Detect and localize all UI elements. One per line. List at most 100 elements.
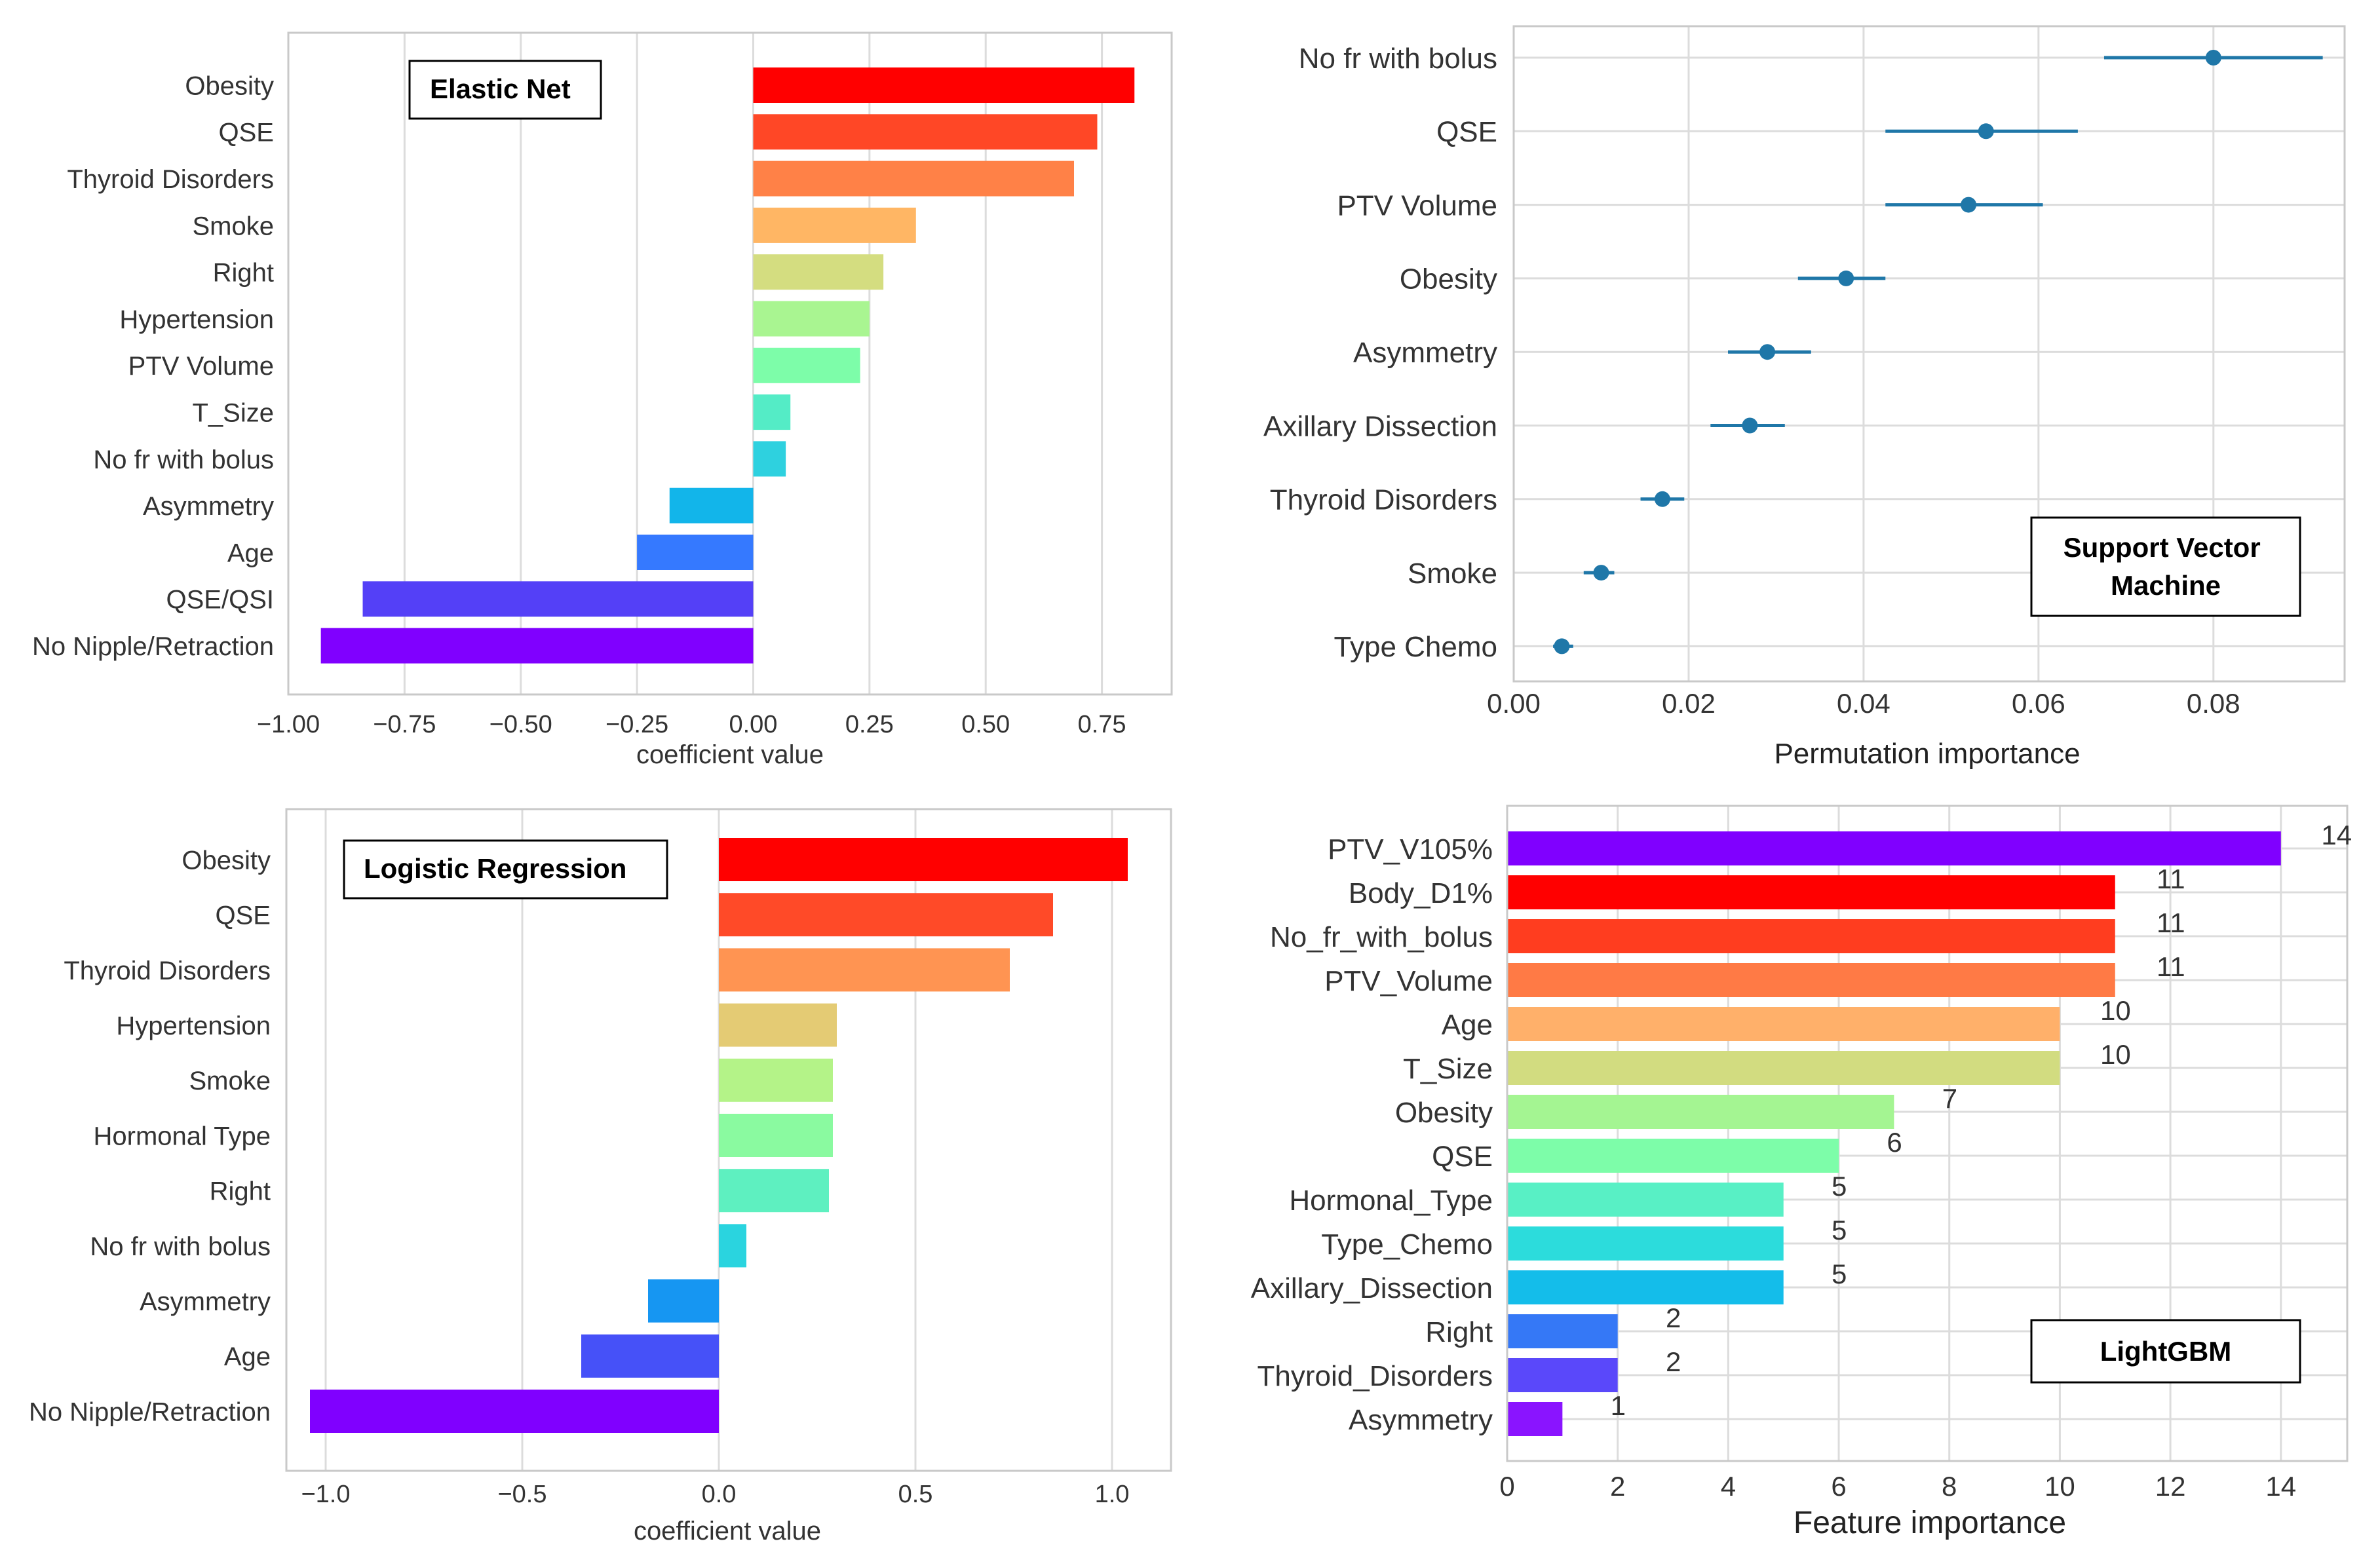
y-tick-label: No fr with bolus (90, 1232, 271, 1261)
value-label: 7 (1942, 1083, 1957, 1114)
bar (1507, 1358, 1618, 1392)
y-tick-label: QSE (219, 119, 274, 147)
bar (753, 347, 860, 383)
bar (719, 893, 1053, 937)
x-tick-label: 0.00 (729, 711, 777, 738)
y-tick-label: Thyroid Disorders (1270, 484, 1497, 516)
y-tick-labels: Obesity QSE Thyroid Disorders Smoke Right Hyp… (32, 71, 274, 661)
bar (753, 394, 791, 430)
x-tick-labels: 0 2 4 6 8 10 12 14 (1499, 1471, 2296, 1502)
point (1759, 344, 1776, 360)
y-tick-label: Obesity (185, 71, 274, 100)
x-tick-label: 12 (2155, 1471, 2186, 1502)
y-tick-label: Hypertension (116, 1012, 271, 1040)
y-tick-label: Age (1442, 1009, 1493, 1041)
bars (320, 67, 1135, 664)
y-tick-label: Right (210, 1177, 271, 1206)
points (1553, 50, 2323, 655)
x-tick-label: −1.0 (301, 1481, 350, 1508)
bar (1507, 1226, 1784, 1261)
x-tick-label: 0.0 (702, 1481, 737, 1508)
y-tick-label: No fr with bolus (93, 446, 274, 474)
y-tick-label: T_Size (1403, 1053, 1493, 1085)
bar (1507, 1270, 1784, 1304)
x-tick-labels: −1.0 −0.5 0.0 0.5 1.0 (301, 1481, 1129, 1508)
point (1554, 638, 1570, 655)
bar (1507, 875, 2115, 909)
y-tick-label: Thyroid Disorders (67, 165, 274, 194)
bar (1507, 1095, 1894, 1129)
y-tick-label: Smoke (193, 212, 275, 240)
bar (320, 628, 754, 664)
value-label: 11 (2157, 863, 2185, 894)
chart-svm: No fr with bolus QSE PTV Volume Obesity Asym… (1263, 25, 2346, 770)
legend-box (343, 839, 668, 900)
value-label: 5 (1832, 1171, 1847, 1202)
point (1838, 270, 1854, 286)
y-tick-label: Body_D1% (1349, 877, 1493, 909)
x-tick-label: 6 (1831, 1471, 1846, 1502)
bar (362, 581, 754, 617)
point (1654, 491, 1670, 507)
point (2205, 50, 2221, 66)
x-tick-label: 0.25 (845, 711, 894, 738)
plot-frame (1506, 805, 2349, 1462)
bar (581, 1334, 719, 1378)
y-tick-label: Smoke (189, 1067, 271, 1095)
bar (1507, 919, 2115, 953)
y-tick-label: Type Chemo (1334, 631, 1497, 663)
bar (753, 207, 916, 243)
x-tick-label: −0.75 (373, 711, 436, 738)
x-tick-label: −0.5 (497, 1481, 547, 1508)
x-tick-label: 1.0 (1095, 1481, 1130, 1508)
y-tick-label: PTV_Volume (1324, 965, 1493, 997)
y-tick-label: Thyroid Disorders (64, 957, 271, 985)
value-label: 11 (2157, 907, 2185, 938)
x-tick-label: 2 (1610, 1471, 1625, 1502)
y-tick-label: Axillary_Dissection (1251, 1272, 1493, 1304)
legend-box (408, 60, 602, 120)
y-tick-label: Asymmetry (1353, 337, 1497, 369)
y-tick-label: No Nipple/Retraction (32, 632, 274, 661)
x-tick-label: 8 (1942, 1471, 1957, 1502)
x-tick-label: 14 (2265, 1471, 2296, 1502)
y-tick-label: No fr with bolus (1299, 43, 1497, 75)
y-tick-label: PTV Volume (1337, 189, 1497, 221)
bar (719, 1114, 833, 1157)
plot-frame (1512, 25, 2346, 683)
x-axis-label: coefficient value (634, 1517, 821, 1546)
value-labels: 14 11 11 11 10 10 7 6 5 5 5 2 2 1 (1611, 820, 2352, 1421)
bar (1507, 1007, 2060, 1041)
x-tick-label: 0.75 (1078, 711, 1126, 738)
y-tick-label: No_fr_with_bolus (1270, 921, 1493, 953)
bar (753, 301, 870, 337)
value-label: 2 (1666, 1346, 1681, 1377)
y-tick-label: T_Size (193, 399, 275, 428)
y-tick-label: Asymmetry (140, 1287, 271, 1316)
x-tick-label: 10 (2044, 1471, 2075, 1502)
bar (719, 1169, 829, 1213)
plot-frame (287, 31, 1173, 696)
bar (648, 1279, 719, 1323)
x-tick-label: 0.50 (961, 711, 1010, 738)
value-label: 5 (1832, 1259, 1847, 1289)
chart-title: Elastic Net (430, 73, 571, 104)
y-tick-label: Axillary Dissection (1263, 410, 1497, 442)
value-label: 10 (2100, 995, 2131, 1026)
y-tick-label: No Nipple/Retraction (29, 1397, 271, 1426)
bar (753, 441, 786, 477)
y-tick-label: Obesity (1400, 263, 1497, 295)
x-tick-label: 0.04 (1837, 688, 1891, 719)
bar (669, 487, 754, 523)
x-tick-label: 4 (1721, 1471, 1736, 1502)
bar (1507, 963, 2115, 997)
point (1742, 417, 1758, 434)
bar (753, 161, 1075, 197)
y-tick-label: Age (224, 1342, 271, 1371)
bar (753, 254, 884, 290)
y-tick-label: Asymmetry (1349, 1404, 1493, 1436)
x-axis-label: coefficient value (636, 740, 824, 769)
y-tick-label: Hormonal_Type (1289, 1185, 1493, 1217)
chart-lightgbm: PTV_V105% Body_D1% No_fr_with_bolus PTV_Vol… (1251, 805, 2352, 1540)
